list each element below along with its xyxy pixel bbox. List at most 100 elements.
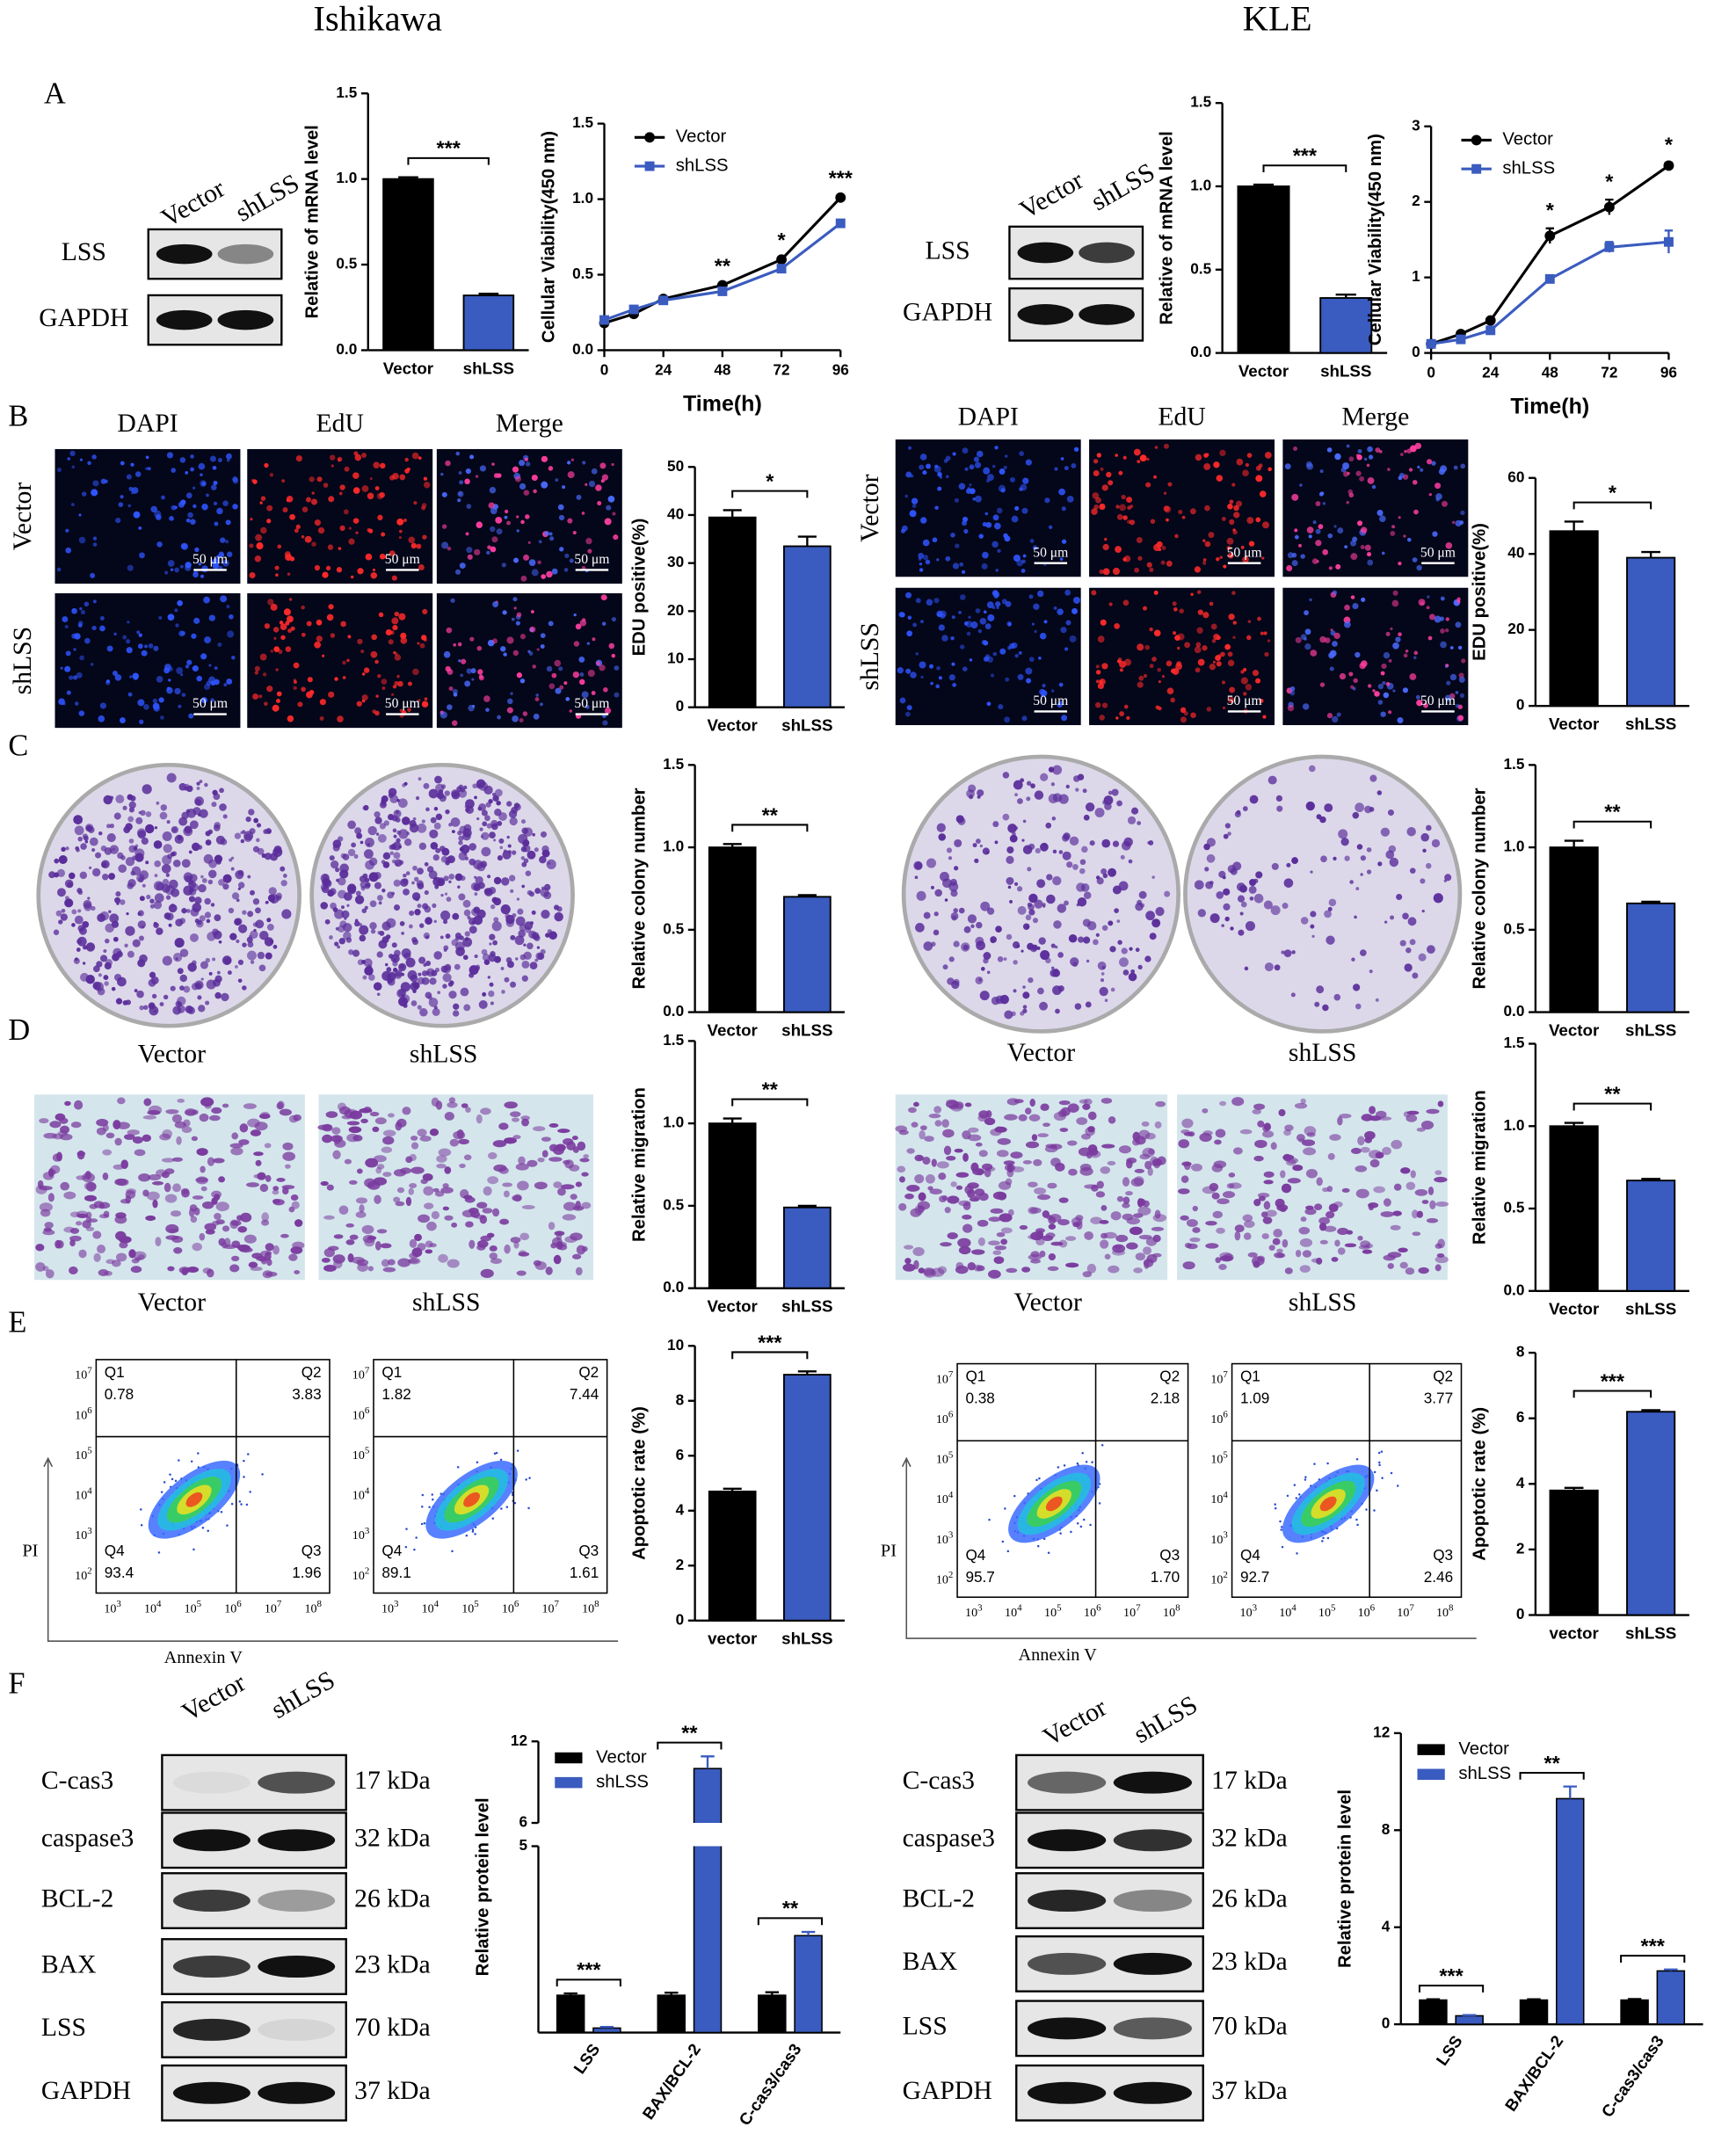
migrated-cell xyxy=(919,1125,927,1131)
cell xyxy=(227,630,235,638)
cell xyxy=(175,623,179,628)
colony xyxy=(545,933,550,938)
migrated-cell xyxy=(465,1221,474,1228)
cell xyxy=(982,551,989,559)
flow-tick-exp: 7 xyxy=(948,1369,954,1380)
colony xyxy=(1426,824,1432,831)
cell xyxy=(520,519,525,525)
cell xyxy=(546,570,553,578)
cell xyxy=(342,660,346,665)
migrated-cell xyxy=(1369,1158,1380,1168)
migrated-cell xyxy=(1435,1243,1442,1249)
cell xyxy=(70,503,75,507)
colony xyxy=(507,844,512,848)
cell xyxy=(1367,446,1373,453)
cell xyxy=(407,681,412,686)
migrated-cell xyxy=(1429,1200,1436,1210)
migrated-cell xyxy=(288,1253,298,1261)
colony xyxy=(248,809,255,816)
colony xyxy=(116,902,120,905)
cell xyxy=(216,507,223,515)
cell xyxy=(467,554,473,560)
colony xyxy=(521,884,526,889)
cell xyxy=(204,683,211,690)
flow-tick-base: 10 xyxy=(104,1602,116,1616)
colony xyxy=(77,909,82,913)
cell xyxy=(984,623,991,629)
flow-tick-exp: 4 xyxy=(156,1599,162,1609)
cell xyxy=(1166,518,1169,522)
colony xyxy=(237,887,241,890)
migrated-cell xyxy=(103,1210,110,1217)
migrated-cell xyxy=(165,1108,179,1114)
colony xyxy=(106,824,111,829)
blot-label: C-cas3 xyxy=(41,1767,113,1795)
cell xyxy=(471,678,475,681)
cell xyxy=(154,510,162,518)
migrated-cell xyxy=(459,1163,466,1169)
cell xyxy=(483,695,490,702)
colony xyxy=(377,931,381,935)
cell xyxy=(91,489,98,497)
migrated-cell xyxy=(897,1165,906,1173)
cell xyxy=(466,547,473,554)
cell xyxy=(1449,673,1457,681)
migrated-cell xyxy=(185,1109,199,1116)
colony xyxy=(149,898,155,904)
colony xyxy=(127,950,134,958)
colony xyxy=(179,974,187,983)
cell xyxy=(120,495,124,499)
cell xyxy=(225,540,229,544)
event xyxy=(1006,1550,1010,1553)
flow-tick-label: 105 xyxy=(1318,1602,1336,1620)
cell xyxy=(326,613,334,621)
colony xyxy=(421,970,428,976)
colony xyxy=(79,871,88,880)
migrated-cell xyxy=(967,1188,976,1199)
colony xyxy=(83,962,86,965)
cell xyxy=(1308,534,1312,539)
event xyxy=(1365,1508,1368,1511)
migrated-cell xyxy=(950,1181,957,1187)
colony xyxy=(156,882,164,891)
flow-tick-exp: 7 xyxy=(555,1599,560,1609)
cell xyxy=(161,495,165,500)
colony xyxy=(424,861,429,867)
cell xyxy=(447,546,452,551)
cell xyxy=(1414,442,1422,450)
migrated-cell xyxy=(570,1232,583,1241)
cell xyxy=(306,621,312,627)
cell xyxy=(374,710,380,716)
flow-tick-base: 10 xyxy=(936,1373,948,1387)
colony xyxy=(510,889,514,893)
colony xyxy=(1057,904,1067,913)
migrated-cell xyxy=(1006,1098,1020,1106)
colony xyxy=(458,835,464,841)
quadrant-value: 1.82 xyxy=(381,1385,410,1403)
migrated-cell xyxy=(1205,1243,1219,1249)
colony xyxy=(1274,964,1281,971)
cell xyxy=(490,546,497,553)
colony xyxy=(1249,795,1259,804)
colony xyxy=(106,833,116,843)
colony xyxy=(1144,955,1151,962)
colony xyxy=(324,918,330,925)
cell xyxy=(1216,661,1222,667)
migrated-cell xyxy=(373,1177,388,1186)
cell xyxy=(513,606,517,610)
colony xyxy=(1108,867,1117,877)
migrated-cell xyxy=(1087,1126,1095,1133)
colony xyxy=(1359,949,1367,956)
event xyxy=(261,1473,264,1476)
cell xyxy=(1434,615,1442,623)
cell xyxy=(352,518,360,524)
cell xyxy=(1044,497,1050,504)
colony xyxy=(153,901,163,910)
colony xyxy=(256,838,260,843)
flow-tick-label: 106 xyxy=(1210,1409,1228,1426)
migrated-cell xyxy=(164,1168,175,1174)
cell xyxy=(986,474,994,482)
colony xyxy=(1083,891,1092,899)
migrated-cell xyxy=(290,1246,303,1254)
